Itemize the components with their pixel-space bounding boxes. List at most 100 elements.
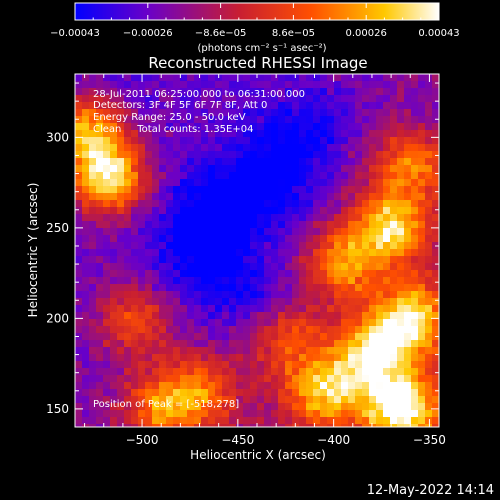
heatmap-cell [320, 116, 327, 123]
heatmap-cell [236, 319, 243, 326]
heatmap-cell [166, 214, 173, 221]
heatmap-cell [306, 382, 313, 389]
heatmap-cell [152, 144, 159, 151]
heatmap-cell [215, 284, 222, 291]
heatmap-cell [425, 200, 432, 207]
heatmap-cell [138, 123, 145, 130]
heatmap-cell [320, 291, 327, 298]
heatmap-cell [271, 221, 278, 228]
heatmap-cell [229, 312, 236, 319]
heatmap-cell [145, 95, 152, 102]
heatmap-cell [124, 263, 131, 270]
heatmap-cell [243, 144, 250, 151]
heatmap-cell [131, 354, 138, 361]
heatmap-cell [138, 235, 145, 242]
heatmap-cell [327, 256, 334, 263]
heatmap-cell [222, 305, 229, 312]
heatmap-cell [117, 200, 124, 207]
heatmap-cell [264, 200, 271, 207]
heatmap-cell [306, 74, 313, 81]
heatmap-cell [103, 151, 110, 158]
heatmap-cell [82, 410, 89, 417]
heatmap-cell [110, 270, 117, 277]
heatmap-cell [201, 109, 208, 116]
heatmap-cell [313, 396, 320, 403]
heatmap-cell [103, 403, 110, 410]
heatmap-cell [264, 228, 271, 235]
heatmap-cell [236, 312, 243, 319]
heatmap-cell [89, 389, 96, 396]
heatmap-cell [362, 319, 369, 326]
heatmap-cell [355, 172, 362, 179]
heatmap-cell [425, 256, 432, 263]
heatmap-cell [110, 193, 117, 200]
heatmap-cell [299, 333, 306, 340]
heatmap-cell [145, 228, 152, 235]
heatmap-cell [369, 214, 376, 221]
heatmap-cell [124, 242, 131, 249]
heatmap-cell [243, 123, 250, 130]
heatmap-cell [180, 144, 187, 151]
heatmap-cell [89, 326, 96, 333]
heatmap-cell [404, 81, 411, 88]
heatmap-cell [75, 200, 82, 207]
heatmap-cell [299, 277, 306, 284]
heatmap-cell [208, 207, 215, 214]
heatmap-cell [334, 179, 341, 186]
heatmap-cell [432, 417, 439, 424]
heatmap-cell [334, 354, 341, 361]
heatmap-cell [418, 354, 425, 361]
heatmap-cell [187, 88, 194, 95]
heatmap-cell [187, 165, 194, 172]
heatmap-cell [320, 158, 327, 165]
heatmap-cell [411, 270, 418, 277]
heatmap-cell [271, 375, 278, 382]
heatmap-cell [404, 347, 411, 354]
heatmap-cell [313, 207, 320, 214]
heatmap-cell [131, 200, 138, 207]
heatmap-cell [369, 165, 376, 172]
heatmap-cell [278, 270, 285, 277]
heatmap-cell [327, 284, 334, 291]
heatmap-cell [285, 396, 292, 403]
heatmap-cell [250, 263, 257, 270]
heatmap-cell [278, 256, 285, 263]
heatmap-cell [96, 319, 103, 326]
heatmap-cell [292, 193, 299, 200]
heatmap-cell [327, 403, 334, 410]
heatmap-cell [89, 151, 96, 158]
heatmap-cell [271, 88, 278, 95]
heatmap-cell [229, 249, 236, 256]
heatmap-cell [411, 417, 418, 424]
heatmap-cell [208, 424, 215, 427]
heatmap-cell [131, 312, 138, 319]
heatmap-cell [229, 368, 236, 375]
heatmap-cell [404, 151, 411, 158]
heatmap-cell [138, 263, 145, 270]
heatmap-cell [89, 137, 96, 144]
heatmap-cell [152, 284, 159, 291]
heatmap-cell [117, 81, 124, 88]
heatmap-cell [425, 326, 432, 333]
heatmap-cell [383, 424, 390, 427]
heatmap-cell [418, 263, 425, 270]
heatmap-cell [180, 319, 187, 326]
heatmap-cell [243, 263, 250, 270]
heatmap-cell [404, 123, 411, 130]
heatmap-cell [299, 81, 306, 88]
heatmap-cell [390, 109, 397, 116]
heatmap-cell [89, 207, 96, 214]
heatmap-cell [432, 396, 439, 403]
heatmap-cell [194, 95, 201, 102]
heatmap-cell [257, 270, 264, 277]
heatmap-cell [152, 403, 159, 410]
heatmap-cell [117, 207, 124, 214]
heatmap-cell [292, 347, 299, 354]
heatmap-cell [397, 396, 404, 403]
heatmap-cell [271, 263, 278, 270]
heatmap-cell [187, 396, 194, 403]
heatmap-cell [89, 256, 96, 263]
heatmap-cell [89, 410, 96, 417]
heatmap-cell [201, 137, 208, 144]
heatmap-cell [285, 151, 292, 158]
